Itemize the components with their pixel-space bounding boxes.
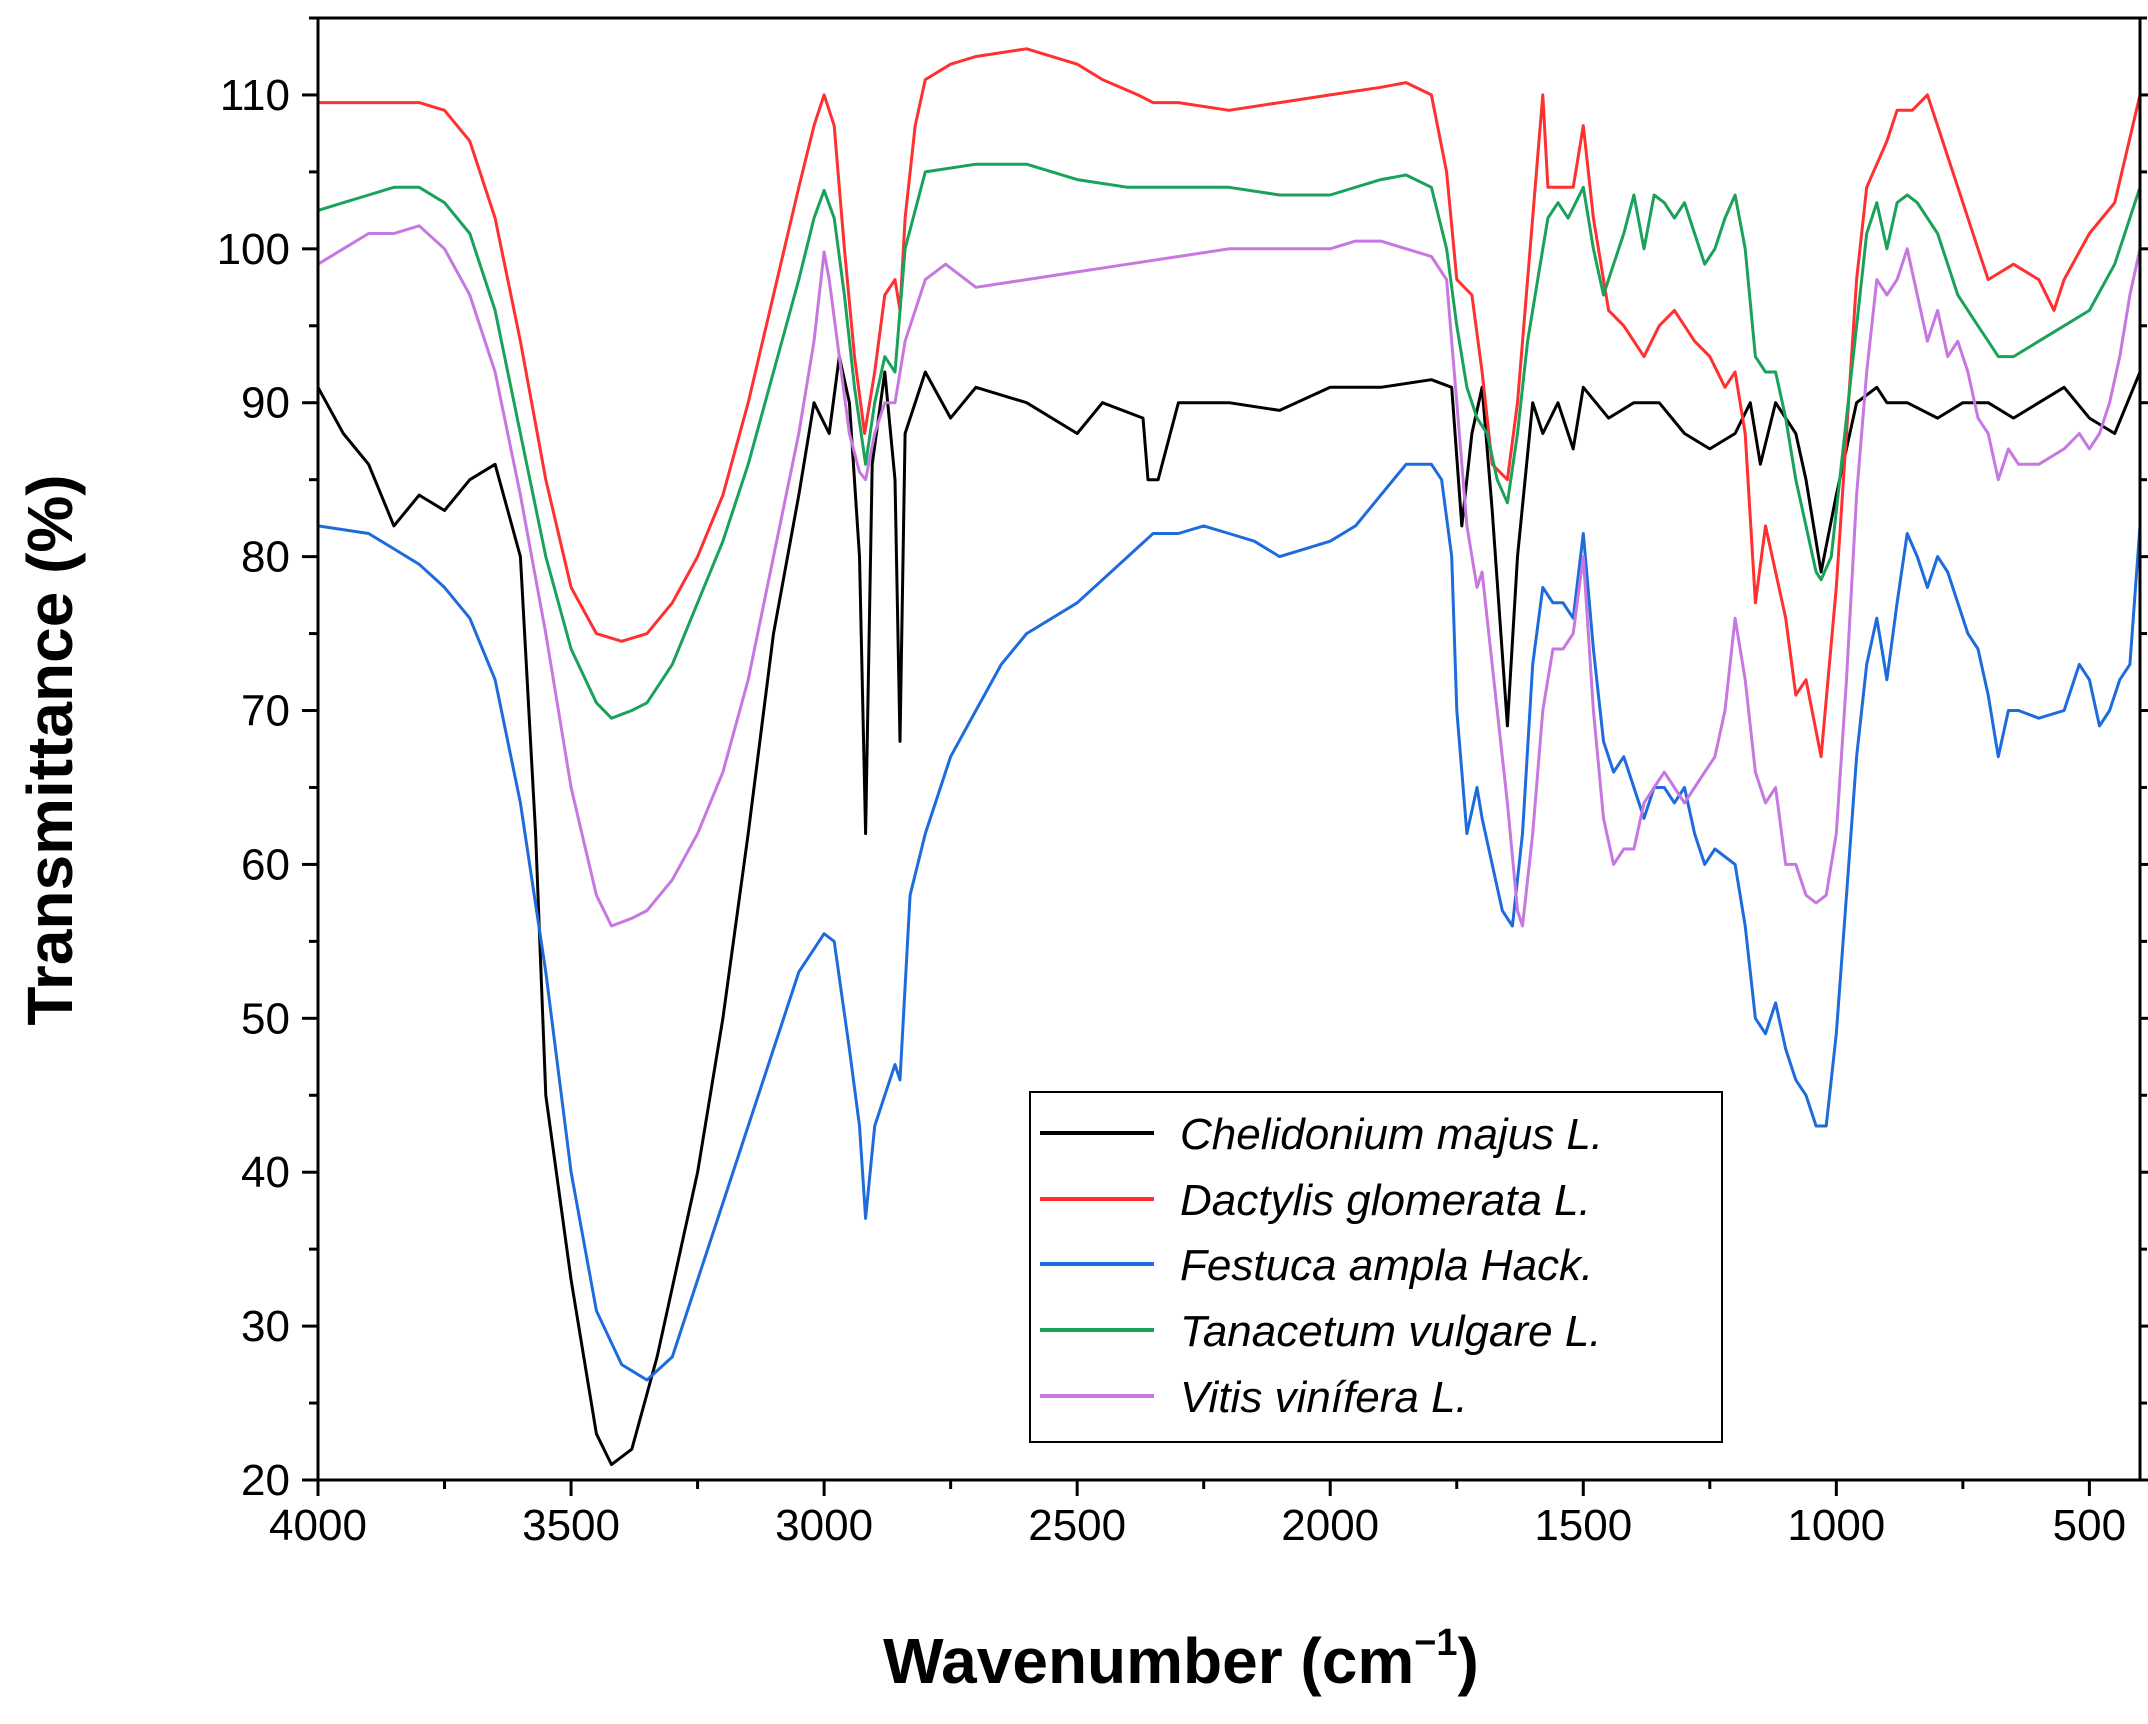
- y-tick-label: 110: [220, 71, 290, 120]
- x-tick-label: 500: [2053, 1501, 2126, 1550]
- legend-box: [1029, 1091, 1723, 1443]
- y-tick-label: 60: [241, 840, 290, 889]
- y-tick-label: 30: [241, 1302, 290, 1351]
- y-tick-label: 20: [241, 1456, 290, 1505]
- x-axis-title-main: Wavenumber (cm: [883, 1625, 1414, 1697]
- series-line: [317, 224, 2142, 928]
- x-tick-label: 1000: [1787, 1501, 1885, 1550]
- x-tick-label: 1500: [1534, 1501, 1632, 1550]
- x-tick-label: 3000: [775, 1501, 873, 1550]
- legend-label: Vitis vinífera L.: [1180, 1373, 1468, 1422]
- plot-frame: [316, 16, 2142, 1482]
- y-tick-label: 70: [241, 687, 290, 736]
- x-tick-label: 4000: [269, 1501, 367, 1550]
- y-tick-label: 80: [241, 533, 290, 582]
- x-axis-title-close: ): [1458, 1625, 1479, 1697]
- series-line: [316, 355, 2142, 1467]
- legend-label: Tanacetum vulgare L.: [1180, 1307, 1602, 1356]
- x-axis-title: Wavenumber (cm−1): [883, 1622, 1479, 1697]
- series-line: [318, 47, 2142, 759]
- x-tick-label: 2500: [1028, 1501, 1126, 1550]
- x-tick-label: 3500: [522, 1501, 620, 1550]
- legend-label: Dactylis glomerata L.: [1180, 1176, 1591, 1225]
- y-axis-title: Transmittance (%): [14, 474, 86, 1025]
- legend-label: Festuca ampla Hack.: [1180, 1241, 1593, 1290]
- legend-label: Chelidonium majus L.: [1180, 1110, 1603, 1159]
- y-tick-label: 100: [217, 225, 290, 274]
- y-tick-label: 50: [241, 994, 290, 1043]
- y-tick-label: 90: [241, 379, 290, 428]
- y-tick-labels: 20 30 40 50 60 70 80 90 100 110: [217, 71, 290, 1505]
- y-tick-label: 40: [241, 1148, 290, 1197]
- series-line: [317, 462, 2142, 1382]
- series-layer: [316, 47, 2142, 1467]
- x-tick-labels: 4000 3500 3000 2500 2000 1500 1000 500: [269, 1501, 2126, 1550]
- x-tick-label: 2000: [1281, 1501, 1379, 1550]
- x-axis-title-sup: −1: [1414, 1622, 1457, 1664]
- series-line: [317, 162, 2142, 720]
- legend: Chelidonium majus L. Dactylis glomerata …: [1029, 1091, 1723, 1443]
